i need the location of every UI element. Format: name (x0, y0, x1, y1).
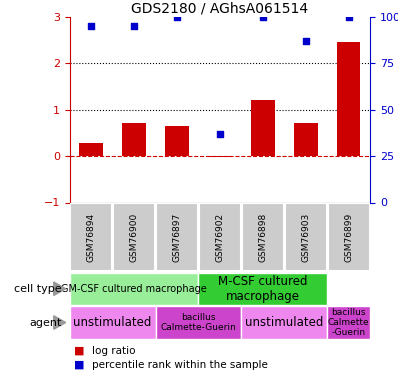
Text: M-CSF cultured
macrophage: M-CSF cultured macrophage (218, 275, 308, 303)
Text: bacillus
Calmette
-Guerin: bacillus Calmette -Guerin (328, 308, 369, 338)
Bar (328, 203, 370, 271)
Bar (79, 143, 103, 156)
Text: bacillus
Calmette-Guerin: bacillus Calmette-Guerin (160, 313, 236, 332)
Bar (156, 203, 198, 271)
Text: GSM76900: GSM76900 (129, 213, 139, 262)
Text: GSM76903: GSM76903 (301, 213, 310, 262)
Text: unstimulated: unstimulated (73, 316, 152, 329)
Point (345, 14, 352, 20)
Polygon shape (54, 282, 66, 296)
Bar (337, 42, 361, 156)
Text: ■: ■ (74, 360, 84, 369)
Bar (122, 123, 146, 156)
Point (131, 23, 137, 29)
Bar (70, 306, 156, 339)
Bar (70, 273, 199, 305)
Text: percentile rank within the sample: percentile rank within the sample (92, 360, 267, 369)
Bar (242, 203, 284, 271)
Text: unstimulated: unstimulated (245, 316, 324, 329)
Point (174, 14, 180, 20)
Bar (199, 273, 327, 305)
Polygon shape (54, 316, 66, 329)
Bar (70, 203, 112, 271)
Bar (251, 100, 275, 156)
Point (88, 23, 94, 29)
Point (259, 14, 266, 20)
Bar (156, 306, 241, 339)
Text: GM-CSF cultured macrophage: GM-CSF cultured macrophage (61, 284, 207, 294)
Title: GDS2180 / AGhsA061514: GDS2180 / AGhsA061514 (131, 2, 308, 16)
Point (302, 38, 309, 44)
Bar (208, 156, 232, 157)
Text: log ratio: log ratio (92, 346, 135, 355)
Bar (199, 203, 241, 271)
Text: GSM76899: GSM76899 (344, 213, 353, 262)
Text: GSM76897: GSM76897 (172, 213, 181, 262)
Text: GSM76898: GSM76898 (258, 213, 267, 262)
Text: GSM76902: GSM76902 (215, 213, 224, 262)
Text: cell type: cell type (14, 284, 62, 294)
Text: agent: agent (29, 318, 62, 327)
Text: GSM76894: GSM76894 (87, 213, 96, 262)
Bar (327, 306, 370, 339)
Bar (165, 126, 189, 156)
Bar (294, 123, 318, 156)
Bar (113, 203, 155, 271)
Bar (241, 306, 327, 339)
Bar (285, 203, 327, 271)
Point (217, 131, 223, 137)
Text: ■: ■ (74, 346, 84, 355)
